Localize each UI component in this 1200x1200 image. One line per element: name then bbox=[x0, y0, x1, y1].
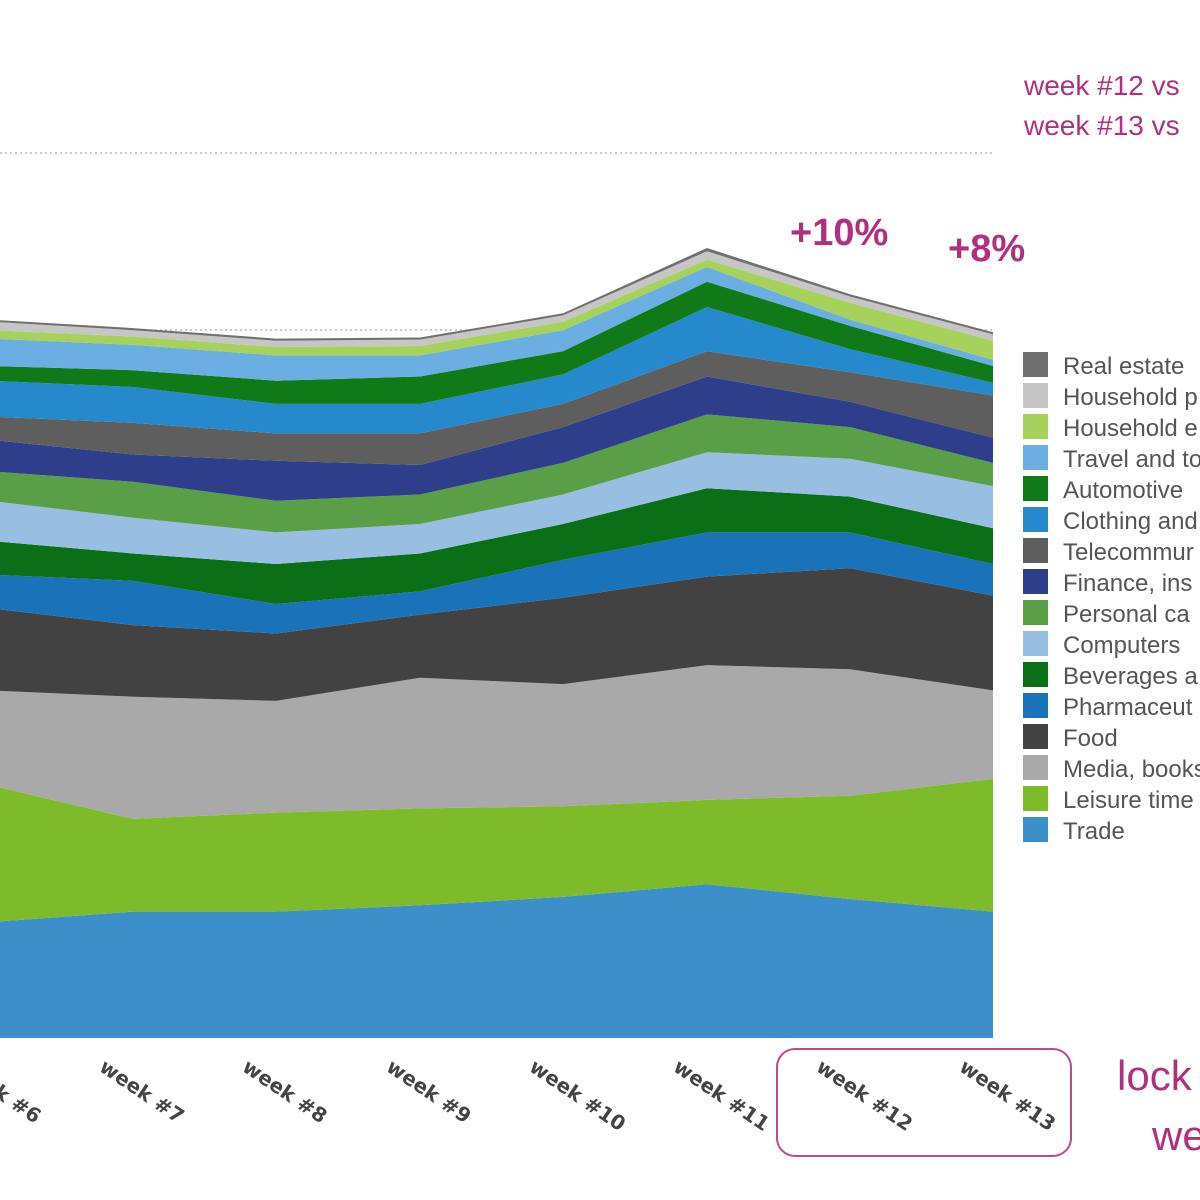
percent-change-week12: +10% bbox=[790, 212, 888, 254]
legend-swatch-beverages-a bbox=[1023, 662, 1048, 687]
area-telecommur bbox=[0, 351, 993, 465]
x-tick-label-week-13: week #13 bbox=[955, 1054, 1060, 1136]
area-household-e bbox=[0, 259, 993, 360]
area-automotive bbox=[0, 281, 993, 404]
legend-swatch-clothing-and bbox=[1023, 507, 1048, 532]
x-tick-label-week-12: week #12 bbox=[812, 1054, 917, 1136]
legend-swatch-automotive bbox=[1023, 476, 1048, 501]
legend-label-automotive: Automotive bbox=[1063, 477, 1183, 504]
x-tick-label-week-11: week #11 bbox=[669, 1054, 774, 1136]
area-media-books bbox=[0, 665, 993, 819]
legend-swatch-personal-ca bbox=[1023, 600, 1048, 625]
legend-swatch-media-books bbox=[1023, 755, 1048, 780]
lockdown-label-line1: lock bbox=[1117, 1052, 1193, 1099]
area-clothing-and bbox=[0, 307, 993, 434]
legend-label-food: Food bbox=[1063, 725, 1118, 752]
legend-swatch-pharmaceut bbox=[1023, 693, 1048, 718]
percent-change-week13: +8% bbox=[948, 228, 1025, 270]
legend-swatch-travel-and-to bbox=[1023, 445, 1048, 470]
legend-label-trade: Trade bbox=[1063, 818, 1125, 845]
legend-label-beverages-a: Beverages a bbox=[1063, 663, 1198, 690]
legend-label-finance-ins: Finance, ins bbox=[1063, 570, 1192, 597]
legend-swatch-household-p bbox=[1023, 383, 1048, 408]
comparison-label-week12: week #12 vs bbox=[1023, 70, 1180, 101]
legend: Real estate Household p Household e Travel … bbox=[1023, 352, 1200, 845]
legend-label-personal-ca: Personal ca bbox=[1063, 601, 1190, 628]
legend-swatch-computers bbox=[1023, 631, 1048, 656]
legend-label-computers: Computers bbox=[1063, 632, 1180, 659]
legend-label-leisure-time: Leisure time bbox=[1063, 787, 1194, 814]
area-personal-ca bbox=[0, 414, 993, 533]
legend-label-media-books: Media, books bbox=[1063, 756, 1200, 783]
area-trade bbox=[0, 884, 993, 1038]
lockdown-highlight-box bbox=[776, 1048, 1072, 1157]
area-travel-and-to bbox=[0, 267, 993, 381]
x-axis-ticks: week #6 week #7 week #8 week #9 week #10 week… bbox=[0, 1054, 1060, 1136]
legend-label-clothing-and: Clothing and bbox=[1063, 508, 1198, 535]
legend-label-real-estate: Real estate bbox=[1063, 353, 1184, 380]
area-leisure-time bbox=[0, 778, 993, 922]
legend-label-travel-and-to: Travel and to bbox=[1063, 446, 1200, 473]
area-computers bbox=[0, 452, 993, 564]
area-food bbox=[0, 568, 993, 701]
legend-swatch-finance-ins bbox=[1023, 569, 1048, 594]
legend-swatch-food bbox=[1023, 724, 1048, 749]
legend-swatch-trade bbox=[1023, 817, 1048, 842]
legend-label-household-p: Household p bbox=[1063, 384, 1198, 411]
legend-label-household-e: Household e bbox=[1063, 415, 1198, 442]
lockdown-label-line2: we bbox=[1151, 1112, 1200, 1159]
x-tick-label-week-10: week #10 bbox=[525, 1054, 630, 1136]
legend-label-telecommur: Telecommur bbox=[1063, 539, 1194, 566]
area-beverages-a bbox=[0, 488, 993, 604]
legend-swatch-telecommur bbox=[1023, 538, 1048, 563]
area-finance-ins bbox=[0, 376, 993, 501]
area-series-group bbox=[0, 248, 993, 1038]
x-tick-label-week-8: week #8 bbox=[238, 1054, 331, 1128]
legend-swatch-household-e bbox=[1023, 414, 1048, 439]
x-tick-label-week-6: week #6 bbox=[0, 1054, 46, 1128]
legend-swatch-real-estate bbox=[1023, 352, 1048, 377]
comparison-label-week13: week #13 vs bbox=[1023, 110, 1180, 141]
x-tick-label-week-9: week #9 bbox=[382, 1054, 475, 1128]
area-household-p bbox=[0, 251, 993, 347]
legend-swatch-leisure-time bbox=[1023, 786, 1048, 811]
legend-label-pharmaceut: Pharmaceut bbox=[1063, 694, 1193, 721]
x-tick-label-week-7: week #7 bbox=[95, 1054, 188, 1128]
area-pharmaceut bbox=[0, 532, 993, 634]
